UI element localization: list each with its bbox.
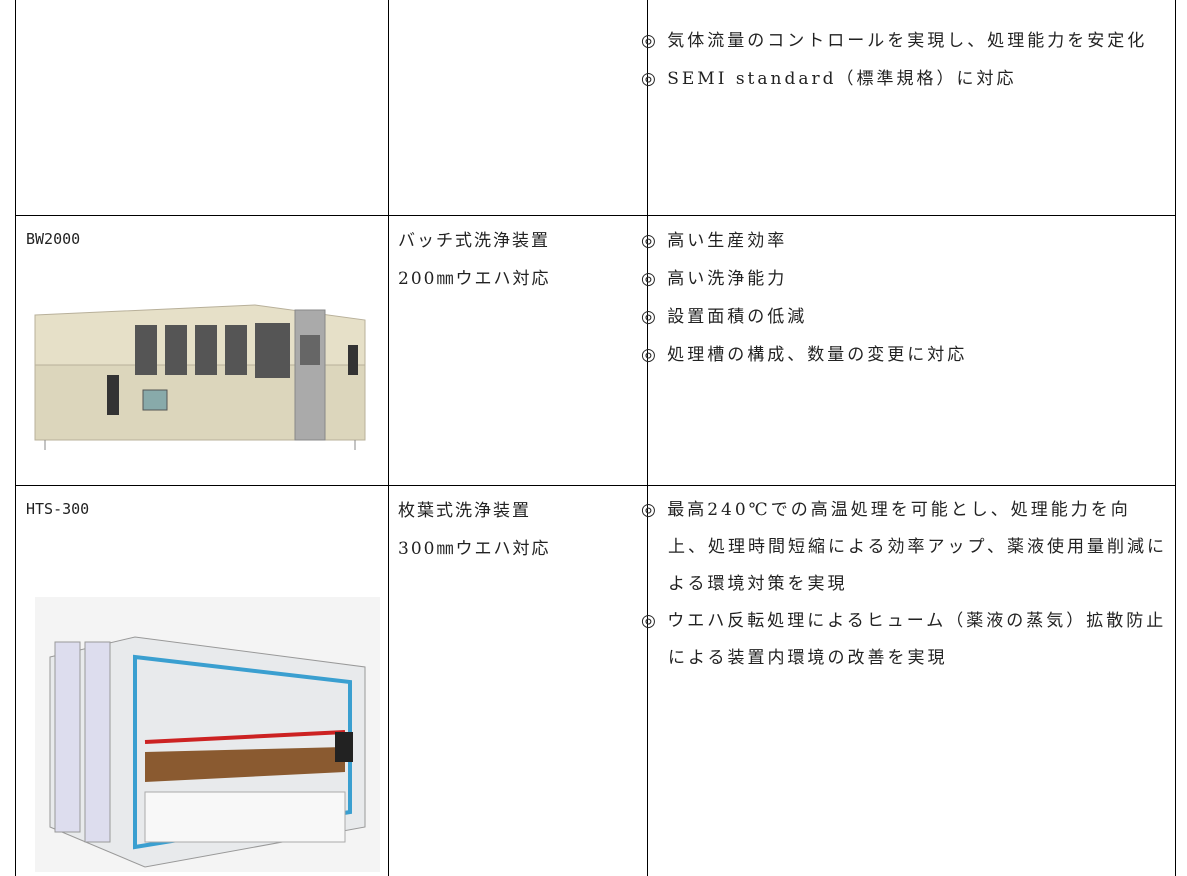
product-image	[35, 597, 380, 872]
wafer-size: 300㎜ウエハ対応	[398, 539, 551, 559]
table-border	[388, 0, 389, 876]
feature: ◎ 最高240℃での高温処理を可能とし、処理能力を向上、処理時間短縮による効率ア…	[641, 500, 1167, 594]
product-image	[34, 304, 366, 450]
model-name: BW2000	[26, 230, 81, 248]
features-cell: ◎ 高い生産効率 ◎ 高い洗浄能力 ◎ 設置面積の低減 ◎ 処理槽の構成、数量の…	[641, 222, 1169, 374]
wafer-size: 200㎜ウエハ対応	[398, 269, 551, 289]
features-cell: ◎ 気体流量のコントロールを実現し、処理能力を安定化 ◎ SEMI standa…	[641, 22, 1169, 98]
model-name: HTS-300	[26, 500, 90, 518]
feature: ◎ SEMI standard（標準規格）に対応	[641, 69, 1017, 89]
feature: ◎ 高い洗浄能力	[641, 269, 788, 289]
table-border	[15, 0, 16, 876]
type-cell: バッチ式洗浄装置 200㎜ウエハ対応	[398, 222, 550, 298]
machine-type: バッチ式洗浄装置	[398, 231, 550, 251]
feature: ◎ 高い生産効率	[641, 231, 788, 251]
machine-type: 枚葉式洗浄装置	[398, 501, 531, 521]
type-cell: 枚葉式洗浄装置 300㎜ウエハ対応	[398, 492, 550, 568]
feature: ◎ ウエハ反転処理によるヒューム（薬液の蒸気）拡散防止による装置内環境の改善を実…	[641, 611, 1167, 668]
feature: ◎ 気体流量のコントロールを実現し、処理能力を安定化	[641, 31, 1148, 51]
table-border	[647, 0, 648, 876]
table-border	[1175, 0, 1176, 876]
table-border	[15, 485, 1176, 486]
features-cell: ◎ 最高240℃での高温処理を可能とし、処理能力を向上、処理時間短縮による効率ア…	[641, 492, 1169, 677]
table-border	[15, 215, 1176, 216]
feature: ◎ 処理槽の構成、数量の変更に対応	[641, 345, 968, 365]
feature: ◎ 設置面積の低減	[641, 307, 808, 327]
